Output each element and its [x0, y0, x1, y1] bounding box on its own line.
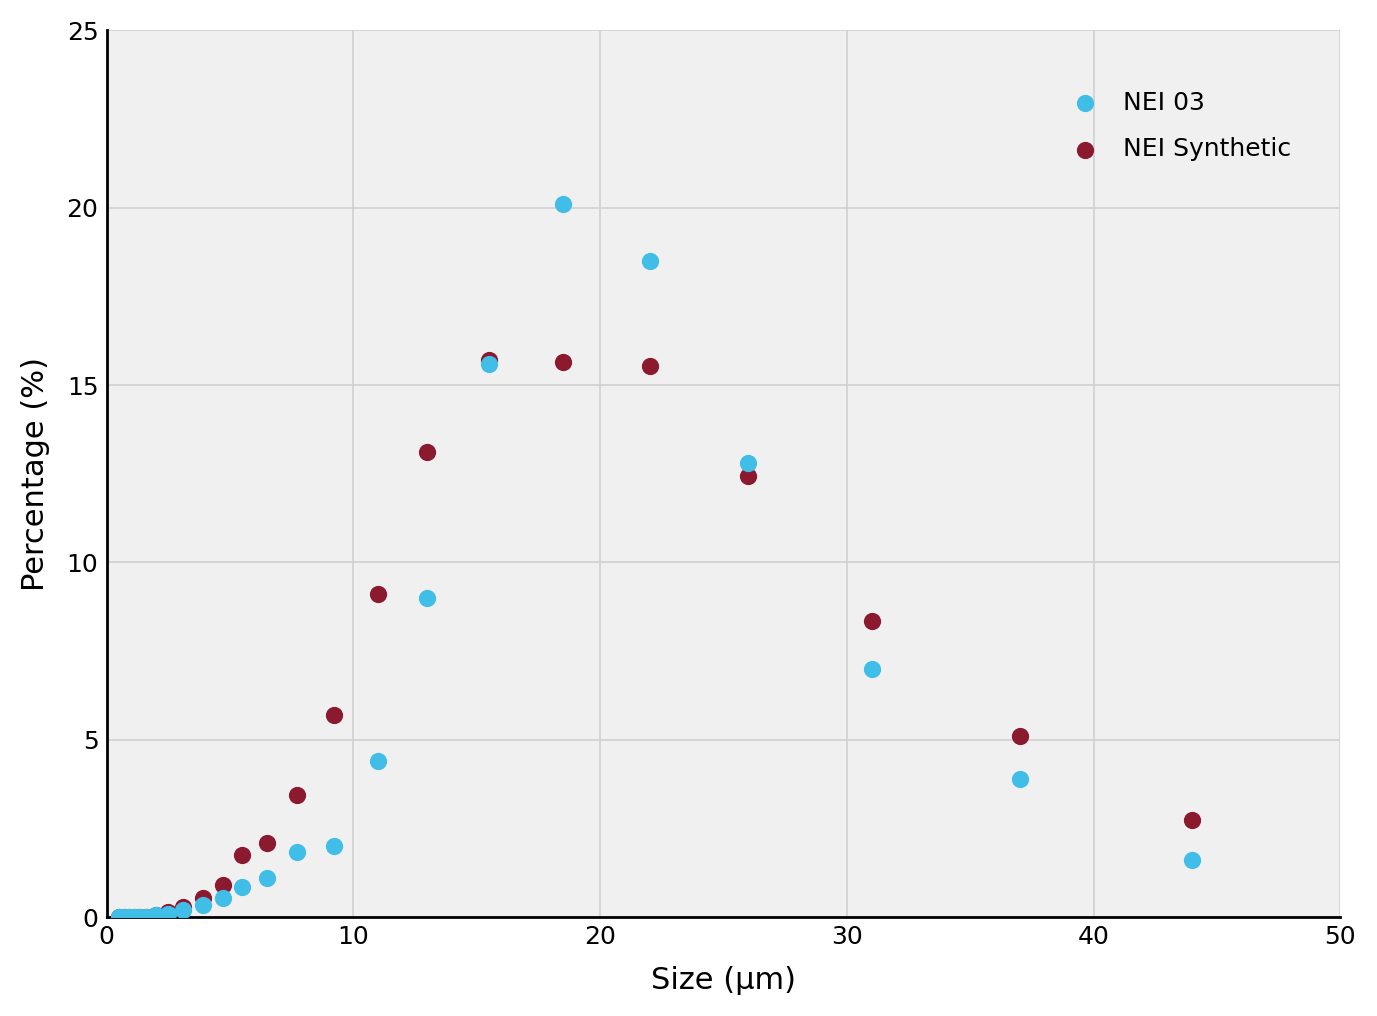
NEI 03	[118, 909, 140, 926]
NEI Synthetic	[552, 354, 574, 370]
NEI Synthetic	[212, 877, 234, 893]
X-axis label: Size (μm): Size (μm)	[651, 966, 796, 995]
NEI Synthetic	[231, 847, 253, 864]
NEI 03	[157, 905, 179, 922]
NEI 03	[737, 455, 759, 471]
NEI 03	[172, 902, 194, 918]
NEI Synthetic	[478, 353, 500, 369]
NEI 03	[368, 753, 390, 769]
NEI Synthetic	[172, 898, 194, 914]
NEI Synthetic	[416, 444, 438, 460]
NEI Synthetic	[861, 613, 883, 629]
NEI 03	[322, 838, 344, 854]
NEI 03	[231, 879, 253, 895]
NEI Synthetic	[322, 707, 344, 723]
NEI 03	[1008, 771, 1030, 787]
NEI 03	[113, 909, 135, 926]
NEI Synthetic	[1181, 812, 1203, 828]
NEI 03	[639, 253, 661, 269]
NEI 03	[416, 589, 438, 606]
NEI 03	[285, 843, 307, 860]
NEI 03	[128, 909, 150, 926]
NEI Synthetic	[157, 903, 179, 919]
NEI Synthetic	[191, 890, 213, 906]
NEI Synthetic	[639, 358, 661, 374]
NEI 03	[212, 890, 234, 906]
NEI Synthetic	[368, 586, 390, 602]
NEI Synthetic	[1008, 728, 1030, 745]
NEI Synthetic	[113, 909, 135, 926]
NEI Synthetic	[737, 467, 759, 484]
NEI Synthetic	[145, 907, 167, 924]
Y-axis label: Percentage (%): Percentage (%)	[21, 357, 50, 590]
NEI Synthetic	[123, 909, 145, 926]
NEI Synthetic	[285, 786, 307, 803]
NEI 03	[478, 356, 500, 372]
Legend: NEI 03, NEI Synthetic: NEI 03, NEI Synthetic	[1048, 78, 1303, 174]
NEI 03	[1181, 852, 1203, 869]
NEI 03	[123, 909, 145, 926]
NEI 03	[191, 897, 213, 913]
NEI Synthetic	[256, 834, 278, 850]
NEI 03	[552, 196, 574, 212]
NEI 03	[256, 870, 278, 886]
NEI 03	[135, 909, 157, 926]
NEI Synthetic	[128, 909, 150, 926]
NEI 03	[861, 660, 883, 677]
NEI 03	[145, 907, 167, 924]
NEI Synthetic	[107, 909, 129, 926]
NEI Synthetic	[118, 909, 140, 926]
NEI 03	[107, 909, 129, 926]
NEI Synthetic	[135, 909, 157, 926]
